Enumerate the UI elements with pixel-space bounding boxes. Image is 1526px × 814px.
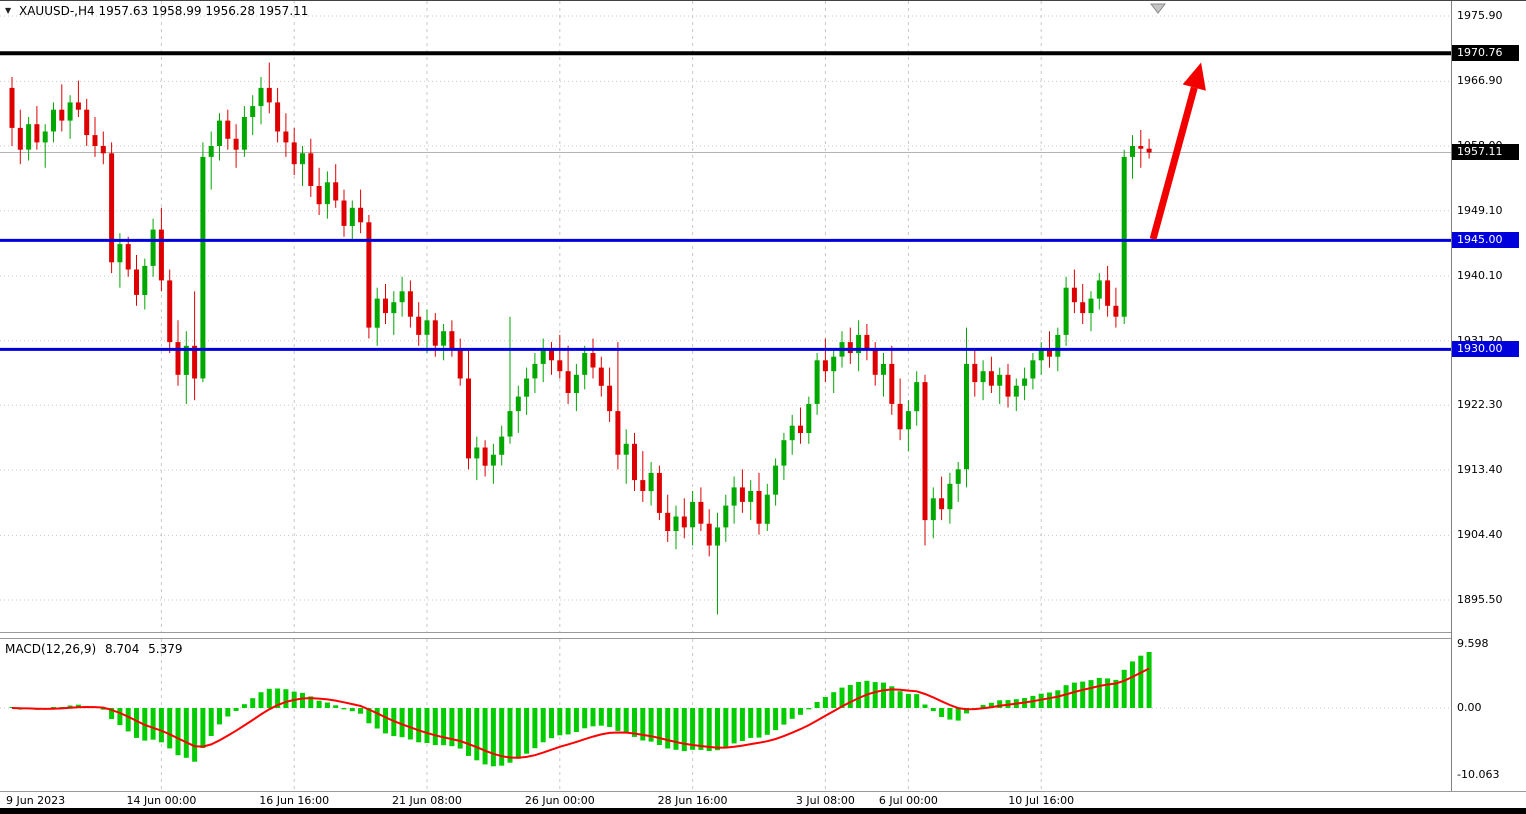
price-marker-1970.76: 1970.76 <box>1452 45 1519 62</box>
time-axis-label: 6 Jul 00:00 <box>878 794 938 807</box>
time-axis-label: 16 Jun 16:00 <box>259 794 330 807</box>
price-axis[interactable]: 9.598 0.00 -10.063 1975.901966.901958.00… <box>1451 1 1526 792</box>
price-marker-1930.00: 1930.00 <box>1452 341 1519 358</box>
price-tick-label: 1949.10 <box>1457 203 1503 217</box>
price-tick-label: 1922.30 <box>1457 398 1503 412</box>
macd-title: MACD(12,26,9) 8.704 5.379 <box>5 642 188 656</box>
candlesticks <box>9 62 1152 615</box>
macd-histogram <box>9 652 1152 767</box>
macd-canvas[interactable] <box>0 639 1451 791</box>
macd-axis-min-label: -10.063 <box>1457 767 1500 781</box>
time-axis-label: 3 Jul 08:00 <box>795 794 855 807</box>
price-tick-label: 1966.90 <box>1457 74 1503 88</box>
price-chart-panel[interactable] <box>0 1 1451 633</box>
macd-axis-max-label: 9.598 <box>1457 637 1489 651</box>
scroll-marker-icon[interactable] <box>1149 3 1167 14</box>
time-axis[interactable]: 9 Jun 2023 14 Jun 00:00 16 Jun 16:00 21 Jun… <box>0 791 1526 809</box>
bottom-scroll-bar[interactable] <box>0 808 1526 814</box>
price-marker-1945.00: 1945.00 <box>1452 232 1519 249</box>
symbol-period-label: XAUUSD-,H4 <box>18 4 95 18</box>
trend-arrow-shaft[interactable] <box>1149 86 1198 240</box>
macd-main-value: 8.704 <box>104 642 140 656</box>
price-marker-1957.11: 1957.11 <box>1452 144 1519 161</box>
time-axis-label: 21 Jun 08:00 <box>392 794 462 807</box>
price-tick-label: 1940.10 <box>1457 269 1503 283</box>
macd-name-label: MACD(12,26,9) <box>5 642 97 656</box>
price-tick-label: 1975.90 <box>1457 9 1503 22</box>
macd-signal-line <box>11 667 1150 759</box>
time-axis-label: 14 Jun 00:00 <box>126 794 197 807</box>
time-axis-label: 26 Jun 00:00 <box>524 794 595 807</box>
price-chart-canvas[interactable] <box>0 1 1451 632</box>
ohlc-values-label: 1957.63 1958.99 1956.28 1957.11 <box>98 4 309 18</box>
time-axis-label: 28 Jun 16:00 <box>657 794 728 807</box>
time-axis-label: 10 Jul 16:00 <box>1008 794 1075 807</box>
price-tick-label: 1913.40 <box>1457 462 1503 476</box>
time-axis-label: 9 Jun 2023 <box>6 794 66 807</box>
symbol-marker-icon: ▼ <box>5 6 12 15</box>
macd-signal-value: 5.379 <box>148 642 183 656</box>
trend-arrow-head[interactable] <box>1182 62 1206 91</box>
macd-indicator-panel[interactable] <box>0 638 1451 792</box>
price-tick-label: 1895.50 <box>1457 593 1503 606</box>
macd-axis-zero-label: 0.00 <box>1457 701 1482 714</box>
price-tick-label: 1904.40 <box>1457 528 1503 542</box>
chart-title: ▼ XAUUSD-,H4 1957.63 1958.99 1956.28 195… <box>5 4 308 18</box>
